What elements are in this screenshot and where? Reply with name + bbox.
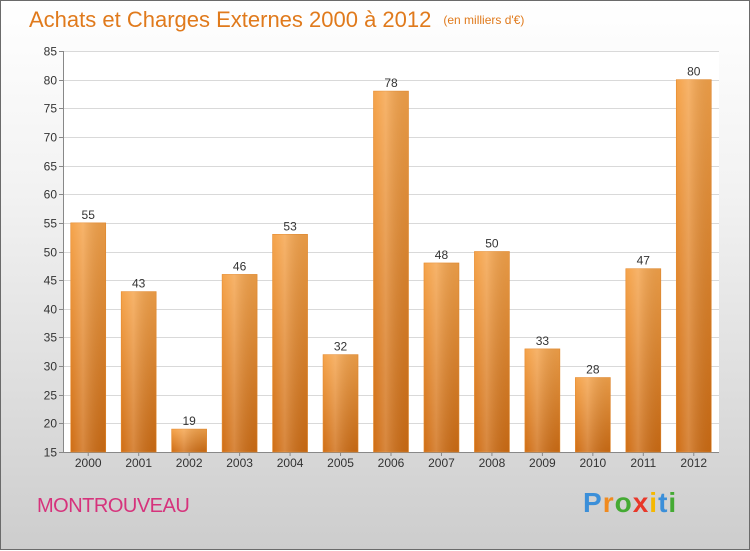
y-tick-label: 20	[44, 417, 58, 431]
chart-title-block: Achats et Charges Externes 2000 à 2012 (e…	[29, 5, 524, 35]
bar-shine	[625, 268, 661, 452]
bar-shine	[524, 348, 560, 452]
bar-shine	[676, 79, 712, 453]
bar-shine	[70, 222, 106, 452]
y-tick-label: 70	[44, 131, 58, 145]
bar-value-label: 80	[687, 65, 701, 79]
bar-shine	[272, 234, 308, 452]
x-tick-label: 2002	[176, 456, 203, 470]
y-tick-label: 15	[44, 446, 58, 460]
y-tick-label: 55	[44, 217, 58, 231]
x-tick-label: 2005	[327, 456, 354, 470]
bar-shine	[474, 251, 510, 452]
x-tick-label: 2007	[428, 456, 455, 470]
axis-layer: 15 20 25 30 35 40 45 50 55 60 65 70 75 80 85 2000 2001 20…	[44, 45, 719, 470]
y-tick-label: 60	[44, 188, 58, 202]
commune-name: MONTROUVEAU	[37, 495, 190, 517]
bar-shine	[222, 274, 258, 452]
x-tick-label: 2009	[529, 456, 556, 470]
chart-unit: (en milliers d'€)	[443, 13, 525, 27]
logo-letter: i	[649, 487, 659, 518]
bar-value-label: 53	[283, 219, 297, 233]
y-tick-label: 40	[44, 303, 58, 317]
logo-letter: o	[614, 487, 633, 518]
x-tick-label: 2003	[226, 456, 253, 470]
y-tick-label: 25	[44, 389, 58, 403]
bar-value-label: 43	[132, 277, 146, 291]
y-tick-label: 30	[44, 360, 58, 374]
bar-shine	[323, 354, 359, 452]
bar-value-label: 50	[485, 237, 499, 251]
bar-value-label: 32	[334, 340, 348, 354]
chart-title: Achats et Charges Externes 2000 à 2012	[29, 7, 432, 32]
x-tick-label: 2000	[75, 456, 102, 470]
label-layer: 55 43 19 46 53 32 78 48 50 33 28 47 80	[82, 65, 701, 428]
logo-letter: P	[583, 487, 603, 518]
x-tick-label: 2004	[277, 456, 304, 470]
y-tick-label: 85	[44, 45, 58, 59]
x-tick-label: 2008	[479, 456, 506, 470]
bar-shine	[121, 291, 157, 452]
bar-shine	[423, 262, 459, 452]
bar-shine	[171, 429, 207, 452]
bar-value-label: 28	[586, 363, 600, 377]
y-tick-label: 80	[44, 74, 58, 88]
x-tick-label: 2001	[125, 456, 152, 470]
bar-value-label: 55	[82, 208, 96, 222]
x-tick-label: 2011	[630, 456, 656, 470]
bar-shine	[373, 91, 409, 452]
x-tick-label: 2006	[378, 456, 405, 470]
bar-value-label: 33	[536, 334, 550, 348]
logo-letter: t	[658, 487, 669, 518]
bar-value-label: 48	[435, 248, 449, 262]
logo-letter: x	[632, 487, 650, 518]
y-tick-label: 65	[44, 160, 58, 174]
proxiti-logo: Proxiti	[583, 487, 677, 519]
x-tick-label: 2010	[579, 456, 606, 470]
y-tick-label: 45	[44, 274, 58, 288]
bar-shine	[575, 377, 611, 452]
bar-layer	[70, 79, 712, 453]
bar-value-label: 19	[182, 414, 196, 428]
y-tick-label: 50	[44, 246, 58, 260]
bar-value-label: 46	[233, 259, 247, 273]
bar-value-label: 47	[637, 254, 651, 268]
logo-letter: r	[602, 487, 615, 518]
bar-value-label: 78	[384, 76, 398, 90]
y-tick-label: 35	[44, 331, 58, 345]
y-tick-label: 75	[44, 102, 58, 116]
x-tick-label: 2012	[680, 456, 707, 470]
logo-letter: i	[668, 487, 678, 518]
